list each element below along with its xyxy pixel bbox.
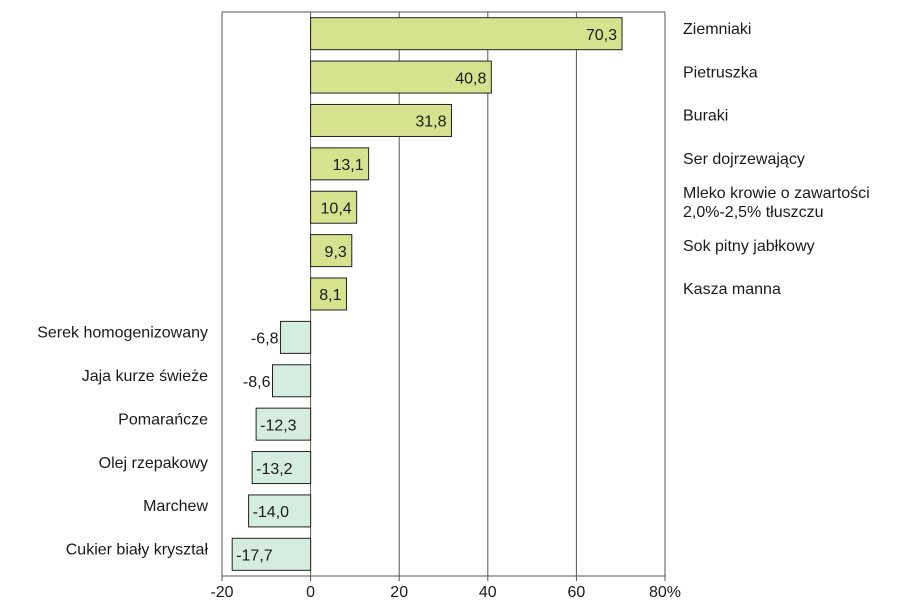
value-label: 9,3 [325, 244, 347, 261]
bar [310, 147, 370, 181]
category-label: Sok pitny jabłkowy [683, 238, 815, 255]
value-label: 40,8 [455, 70, 486, 87]
value-label: -12,3 [260, 417, 297, 434]
bar [310, 103, 452, 137]
category-label: Buraki [683, 108, 728, 125]
category-label: Kasza manna [683, 281, 781, 298]
value-label: 10,4 [321, 200, 352, 217]
category-label: Ser dojrzewający [683, 151, 805, 168]
category-label: Olej rzepakowy [99, 455, 208, 472]
x-tick-label: 60 [568, 584, 586, 601]
bar [251, 451, 312, 485]
category-label: Pomarańcze [118, 411, 208, 428]
value-label: -8,6 [243, 374, 271, 391]
category-label: Marchew [143, 498, 208, 515]
bar [248, 494, 312, 528]
bar [310, 60, 492, 94]
category-label: Cukier biały kryształ [66, 542, 209, 559]
bar [310, 277, 347, 311]
x-tick-label: 20 [390, 584, 408, 601]
value-label: -17,7 [236, 548, 273, 565]
value-label: 13,1 [332, 157, 363, 174]
value-label: -13,2 [256, 461, 293, 478]
value-label: -6,8 [251, 331, 279, 348]
bar [272, 364, 312, 398]
category-label: Serek homogenizowany [37, 325, 208, 342]
category-label: Jaja kurze świeże [82, 368, 208, 385]
bar [255, 407, 312, 441]
bar [231, 537, 312, 571]
category-label: Pietruszka [683, 64, 758, 81]
x-tick-label: 80% [649, 584, 681, 601]
x-tick-label: 40 [479, 584, 497, 601]
value-label: 8,1 [319, 287, 341, 304]
bar [310, 234, 353, 268]
value-label: 31,8 [415, 114, 446, 131]
x-tick-label: -20 [210, 584, 233, 601]
category-label: Mleko krowie o zawartości 2,0%-2,5% tłusz… [683, 185, 870, 221]
category-label: Ziemniaki [683, 21, 751, 38]
bar [310, 17, 623, 51]
value-label: 70,3 [586, 27, 617, 44]
bar [310, 190, 358, 224]
bar [279, 320, 312, 354]
value-label: -14,0 [253, 504, 290, 521]
x-tick-label: 0 [306, 584, 315, 601]
